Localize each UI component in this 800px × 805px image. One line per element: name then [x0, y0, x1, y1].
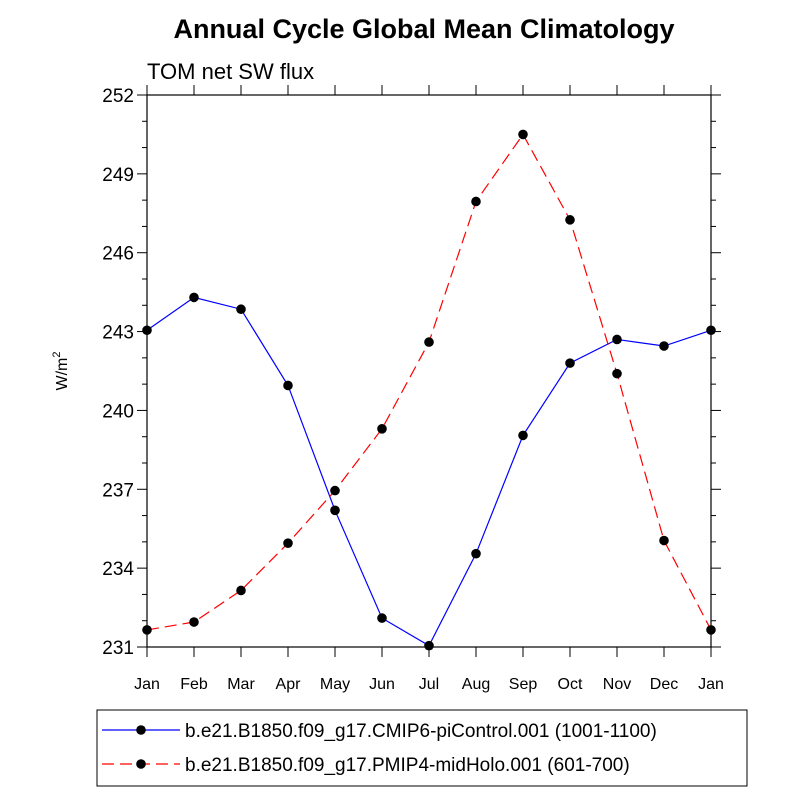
data-point-series-1 — [142, 625, 152, 635]
legend-entry-0: b.e21.B1850.f09_g17.CMIP6-piControl.001 … — [185, 721, 657, 742]
y-tick-label: 234 — [102, 559, 134, 580]
data-point-series-1 — [236, 585, 246, 596]
x-tick-label: Jul — [419, 676, 439, 693]
y-tick-label: 231 — [102, 638, 134, 659]
chart-title: Annual Cycle Global Mean Climatology — [173, 14, 674, 44]
data-point-series-0 — [189, 292, 199, 303]
y-axis-label-unit: W/m — [54, 358, 71, 391]
chart-subtitle: TOM net SW flux — [147, 59, 314, 84]
x-tick-label: Oct — [558, 676, 583, 693]
x-tick-label: Sep — [509, 676, 538, 693]
data-point-series-0 — [330, 505, 340, 516]
data-point-series-1 — [518, 129, 528, 140]
y-tick-label: 240 — [102, 401, 134, 422]
x-tick-label: May — [320, 676, 350, 693]
data-point-series-0 — [518, 430, 528, 441]
x-tick-label: Jun — [369, 676, 395, 693]
data-point-series-1 — [471, 196, 481, 207]
data-point-series-1 — [377, 424, 387, 434]
x-tick-label: Jan — [134, 676, 160, 693]
data-point-series-1 — [706, 625, 716, 635]
data-point-series-0 — [706, 325, 716, 336]
data-point-series-1 — [283, 538, 293, 548]
plot-frame — [146, 94, 712, 648]
data-point-series-0 — [377, 613, 387, 623]
data-point-series-1 — [189, 617, 199, 627]
y-axis: 231 234 237 240 243 246 249 252 — [102, 86, 721, 659]
x-tick-label: Jan — [698, 676, 724, 693]
y-tick-label: 246 — [102, 244, 134, 265]
data-point-series-0 — [471, 548, 481, 559]
legend: b.e21.B1850.f09_g17.CMIP6-piControl.001 … — [102, 721, 657, 776]
y-axis-label: W/m2 — [51, 352, 71, 391]
y-tick-label: 252 — [102, 86, 134, 107]
legend-box — [96, 709, 748, 787]
y-tick-label: 243 — [102, 323, 134, 344]
x-axis: Jan Feb Mar Apr May Jun Jul Aug Sep Oct Nov Dec Jan — [134, 85, 724, 693]
x-tick-label: Apr — [276, 676, 302, 693]
x-tick-label: Mar — [227, 676, 255, 693]
y-tick-label: 237 — [102, 480, 134, 501]
series-line-1 — [146, 133, 712, 631]
y-axis-label-superscript: 2 — [51, 352, 63, 358]
data-point-series-0 — [283, 380, 293, 391]
data-point-series-1 — [565, 215, 575, 225]
x-tick-label: Nov — [603, 676, 631, 693]
x-tick-label: Dec — [650, 676, 678, 693]
data-point-series-0 — [659, 341, 669, 351]
data-point-series-1 — [612, 368, 622, 379]
data-point-series-1 — [424, 337, 434, 347]
data-point-series-0 — [142, 325, 152, 336]
data-point-series-0 — [424, 640, 434, 651]
series-line-0 — [146, 296, 712, 647]
data-point-series-0 — [565, 358, 575, 368]
legend-marker-1 — [136, 759, 146, 769]
data-point-series-1 — [659, 535, 669, 546]
legend-marker-0 — [136, 725, 146, 735]
x-tick-label: Aug — [462, 676, 490, 693]
data-point-series-0 — [612, 334, 622, 345]
y-tick-label: 249 — [102, 165, 134, 186]
data-point-series-0 — [236, 304, 246, 315]
series-layer — [142, 129, 716, 651]
x-tick-label: Feb — [180, 676, 208, 693]
legend-entry-1: b.e21.B1850.f09_g17.PMIP4-midHolo.001 (6… — [185, 755, 630, 776]
data-point-series-1 — [330, 485, 340, 496]
